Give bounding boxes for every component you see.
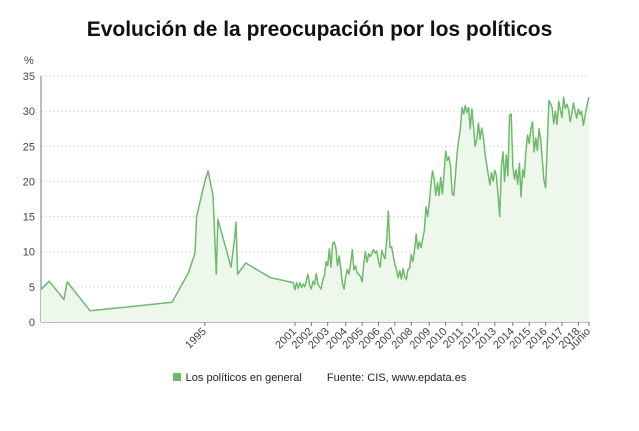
source-note: Fuente: CIS, www.epdata.es (326, 372, 467, 384)
x-tick-label: 1995 (183, 326, 209, 352)
y-tick-label: 35 (23, 71, 35, 83)
series-line (40, 96, 590, 312)
legend-item[interactable]: Los políticos en general (172, 372, 302, 384)
y-tick-label: 5 (29, 282, 35, 294)
x-axis-ticks: 1995 200120022003200420052006200720082009… (183, 322, 593, 353)
y-axis-unit: % (24, 55, 34, 67)
legend-label: Los políticos en general (185, 372, 302, 384)
chart-title: Evolución de la preocupación por los pol… (86, 18, 553, 41)
y-tick-label: 10 (23, 247, 35, 259)
legend-swatch (172, 373, 181, 381)
y-axis-ticks: 0 5 10 15 20 25 30 35 (23, 71, 35, 329)
y-tick-label: 0 (29, 317, 35, 329)
y-tick-label: 20 (23, 176, 35, 188)
y-tick-label: 30 (23, 106, 35, 118)
plot-area (40, 96, 590, 322)
legend: Los políticos en general Fuente: CIS, ww… (0, 372, 639, 384)
y-tick-label: 15 (23, 212, 35, 224)
y-tick-label: 25 (23, 141, 35, 153)
series-area (41, 97, 589, 322)
